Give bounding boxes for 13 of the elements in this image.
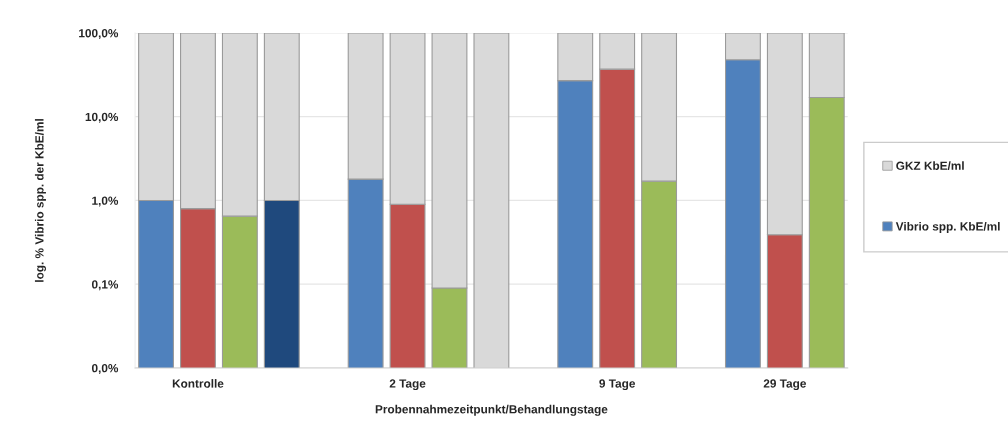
y-axis-title: log. % Vibrio spp. der KbE/ml <box>34 119 46 282</box>
x-axis-title: Probennahmezeitpunkt/Behandlungstage <box>375 404 608 416</box>
x-tick-label: 29 Tage <box>763 379 806 391</box>
y-tick-label: 1,0% <box>92 196 119 207</box>
y-tick-label: 100,0% <box>79 29 119 40</box>
legend-label: GKZ KbE/ml <box>896 161 964 171</box>
y-tick-label: 0,1% <box>91 280 119 291</box>
x-tick-label: Kontrolle <box>172 379 224 388</box>
x-tick-label: 2 Tage <box>389 379 426 391</box>
x-tick-label: 9 Tage <box>599 379 636 391</box>
legend-label: Vibrio spp. KbE/ml <box>895 221 1000 233</box>
y-tick-label: 0,0% <box>91 363 119 375</box>
y-tick-label: 10,0% <box>85 112 119 123</box>
